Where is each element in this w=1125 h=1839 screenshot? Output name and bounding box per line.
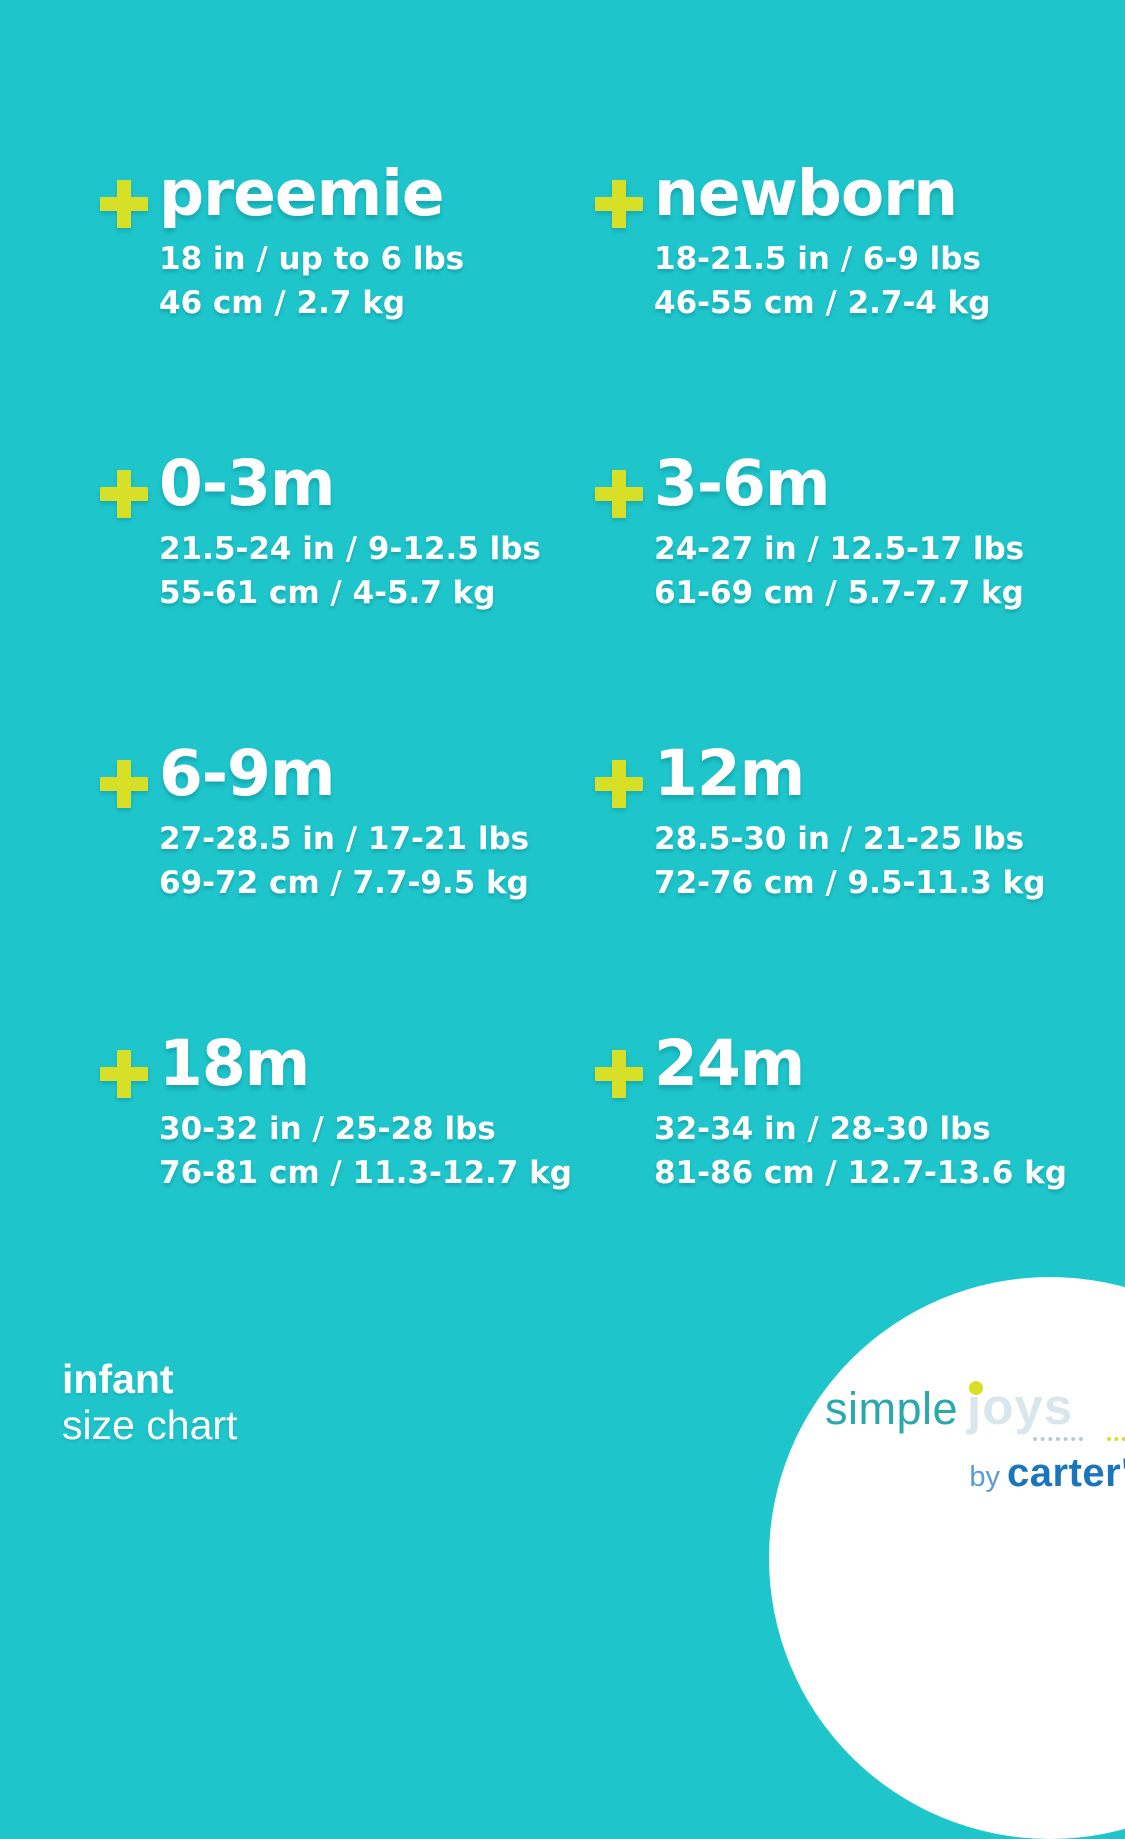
logo-word-carters: carter's [1007,1451,1125,1495]
size-text-block: newborn 18-21.5 in / 6-9 lbs 46-55 cm / … [654,158,990,325]
logo-dotted-underline [825,1437,1125,1441]
dots-right-icon [1107,1437,1125,1441]
plus-icon [595,470,643,518]
size-label: preemie [159,157,445,230]
size-imperial: 30-32 in / 25-28 lbs [159,1111,496,1147]
size-text-block: preemie 18 in / up to 6 lbs 46 cm / 2.7 … [159,158,464,325]
size-text-block: 12m 28.5-30 in / 21-25 lbs 72-76 cm / 9.… [654,738,1045,905]
size-metric: 72-76 cm / 9.5-11.3 kg [654,865,1046,901]
plus-icon [595,1050,643,1098]
dots-left-icon [1033,1437,1083,1441]
size-text-block: 18m 30-32 in / 25-28 lbs 76-81 cm / 11.3… [159,1028,572,1195]
size-label: 12m [654,737,805,810]
size-label: 0-3m [159,447,335,520]
size-label: 24m [654,1027,805,1100]
size-imperial: 18 in / up to 6 lbs [159,241,465,277]
plus-icon [100,1050,148,1098]
chart-caption: infant size chart [62,1356,237,1448]
size-metric: 61-69 cm / 5.7-7.7 kg [654,575,1024,611]
caption-subtitle: size chart [62,1402,238,1448]
size-metric: 46 cm / 2.7 kg [159,285,406,321]
size-entry-3-6m: 3-6m 24-27 in / 12.5-17 lbs 61-69 cm / 5… [595,448,1024,615]
size-text-block: 24m 32-34 in / 28-30 lbs 81-86 cm / 12.7… [654,1028,1067,1195]
logo-wordmark: simple joys [825,1377,1125,1436]
size-label: newborn [654,157,958,230]
size-entry-newborn: newborn 18-21.5 in / 6-9 lbs 46-55 cm / … [595,158,990,325]
logo-word-joys: joys [967,1378,1074,1435]
caption-title: infant [62,1356,174,1402]
size-entry-preemie: preemie 18 in / up to 6 lbs 46 cm / 2.7 … [100,158,464,325]
size-label: 18m [159,1027,310,1100]
plus-icon [100,470,148,518]
size-label: 3-6m [654,447,830,520]
size-text-block: 6-9m 27-28.5 in / 17-21 lbs 69-72 cm / 7… [159,738,529,905]
size-imperial: 21.5-24 in / 9-12.5 lbs [159,531,541,567]
plus-icon [100,760,148,808]
plus-icon [595,760,643,808]
size-entry-24m: 24m 32-34 in / 28-30 lbs 81-86 cm / 12.7… [595,1028,1067,1195]
size-entry-12m: 12m 28.5-30 in / 21-25 lbs 72-76 cm / 9.… [595,738,1045,905]
size-imperial: 18-21.5 in / 6-9 lbs [654,241,981,277]
size-text-block: 3-6m 24-27 in / 12.5-17 lbs 61-69 cm / 5… [654,448,1024,615]
size-imperial: 32-34 in / 28-30 lbs [654,1111,991,1147]
size-imperial: 27-28.5 in / 17-21 lbs [159,821,530,857]
size-metric: 81-86 cm / 12.7-13.6 kg [654,1155,1067,1191]
plus-icon [100,180,148,228]
size-label: 6-9m [159,737,335,810]
size-metric: 46-55 cm / 2.7-4 kg [654,285,991,321]
size-chart-page: preemie 18 in / up to 6 lbs 46 cm / 2.7 … [62,158,1125,1839]
size-metric: 55-61 cm / 4-5.7 kg [159,575,496,611]
size-metric: 76-81 cm / 11.3-12.7 kg [159,1155,572,1191]
size-entry-6-9m: 6-9m 27-28.5 in / 17-21 lbs 69-72 cm / 7… [100,738,529,905]
size-imperial: 28.5-30 in / 21-25 lbs [654,821,1025,857]
size-entry-0-3m: 0-3m 21.5-24 in / 9-12.5 lbs 55-61 cm / … [100,448,541,615]
logo-word-by: by [969,1461,1001,1493]
size-imperial: 24-27 in / 12.5-17 lbs [654,531,1025,567]
size-text-block: 0-3m 21.5-24 in / 9-12.5 lbs 55-61 cm / … [159,448,541,615]
logo-word-simple: simple [825,1383,959,1434]
joys-j-dot-icon [969,1381,984,1395]
plus-icon [595,180,643,228]
size-metric: 69-72 cm / 7.7-9.5 kg [159,865,529,901]
size-entry-18m: 18m 30-32 in / 25-28 lbs 76-81 cm / 11.3… [100,1028,572,1195]
